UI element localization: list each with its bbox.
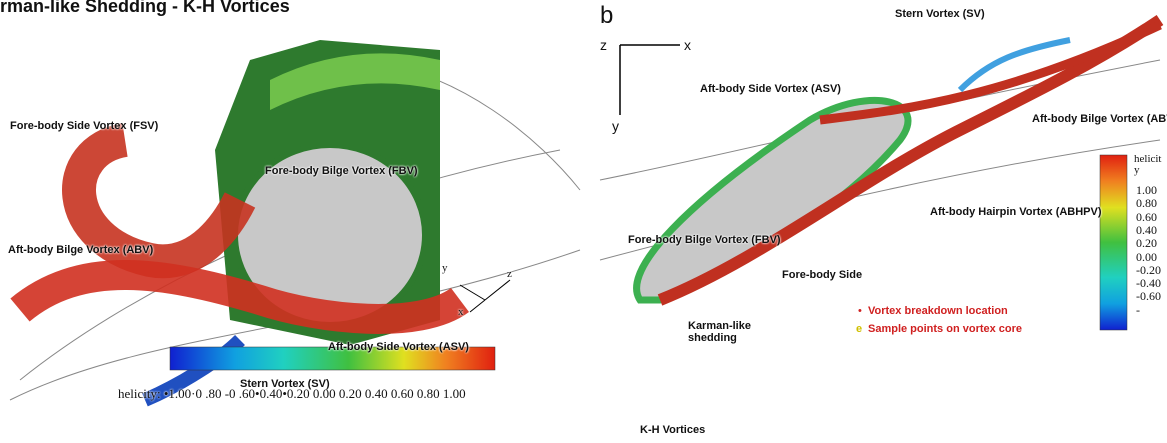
label: Aft-body Side Vortex (ASV) (700, 83, 841, 95)
legend-text: Sample points on vortex core (868, 323, 1022, 335)
label: Fore-body Side (782, 269, 862, 281)
axis-label: x (684, 37, 691, 53)
label: Fore-body Side Vortex (FSV) (10, 120, 158, 132)
left-render (10, 40, 580, 400)
colorbar-tick-label: - (1136, 303, 1140, 318)
axis-label: y (442, 262, 448, 274)
label: Karman-like shedding (688, 320, 763, 344)
label: Aft-body Hairpin Vortex (ABHPV) (930, 206, 1102, 218)
legend-marker: e (856, 323, 862, 335)
label: Fore-body Bilge Vortex (FBV) (628, 234, 781, 246)
label: Aft-body Side Vortex (ASV) (328, 341, 469, 353)
panel-title: rman-like Shedding - K-H Vortices (0, 0, 290, 17)
colorbar-label: helicity: •1.00·0 .80 -0 .60•0.40•0.20 0… (118, 386, 466, 402)
panel-letter: b (600, 2, 613, 30)
legend-text: Vortex breakdown location (868, 305, 1008, 317)
legend-marker: • (858, 305, 862, 317)
caption: K-H Vortices (640, 424, 705, 436)
axis-label: x (458, 306, 464, 318)
figure: rman-like Shedding - K-H Vortices Fore-b… (0, 0, 1167, 443)
right-render (600, 20, 1160, 330)
axis-label: y (612, 118, 619, 134)
axis-label: z (600, 37, 607, 53)
colorbar-title: helicity (1134, 154, 1164, 176)
label: Aft-body Bilge Vortex (ABV) (8, 244, 153, 256)
label: Aft-body Bilge Vortex (ABV (1032, 113, 1167, 125)
axis-label: z (507, 268, 512, 280)
figure-graphics (0, 0, 1167, 443)
label: Stern Vortex (SV) (895, 8, 985, 20)
label: Fore-body Bilge Vortex (FBV) (265, 165, 418, 177)
